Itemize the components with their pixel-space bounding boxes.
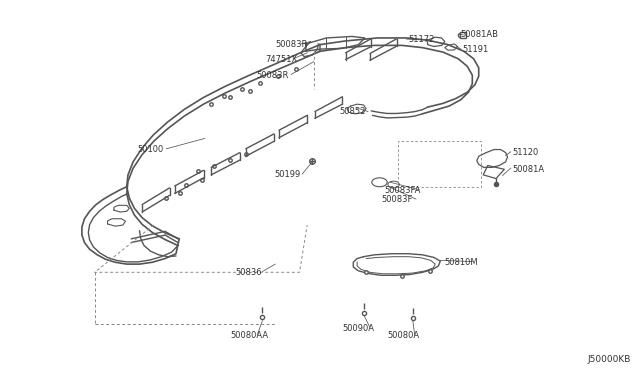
Text: 50090A: 50090A	[342, 324, 374, 333]
Text: 50083R: 50083R	[275, 40, 308, 49]
Text: 50080A: 50080A	[387, 331, 419, 340]
Text: 50852: 50852	[339, 107, 365, 116]
Text: 50083F: 50083F	[381, 195, 413, 204]
Text: 50081AB: 50081AB	[461, 30, 499, 39]
Text: 74751X: 74751X	[266, 55, 298, 64]
Text: 51172: 51172	[408, 35, 435, 44]
Text: 50810M: 50810M	[445, 258, 479, 267]
Text: 50080AA: 50080AA	[230, 331, 269, 340]
Text: J50000KB: J50000KB	[587, 355, 630, 364]
Text: 50100: 50100	[138, 145, 164, 154]
Text: 50081A: 50081A	[512, 165, 544, 174]
Text: 50083R: 50083R	[256, 71, 289, 80]
Text: 50199: 50199	[274, 170, 300, 179]
Text: 51191: 51191	[462, 45, 488, 54]
Text: 51120: 51120	[512, 148, 538, 157]
Text: 50083FA: 50083FA	[384, 186, 420, 195]
Text: 50836: 50836	[236, 268, 262, 277]
